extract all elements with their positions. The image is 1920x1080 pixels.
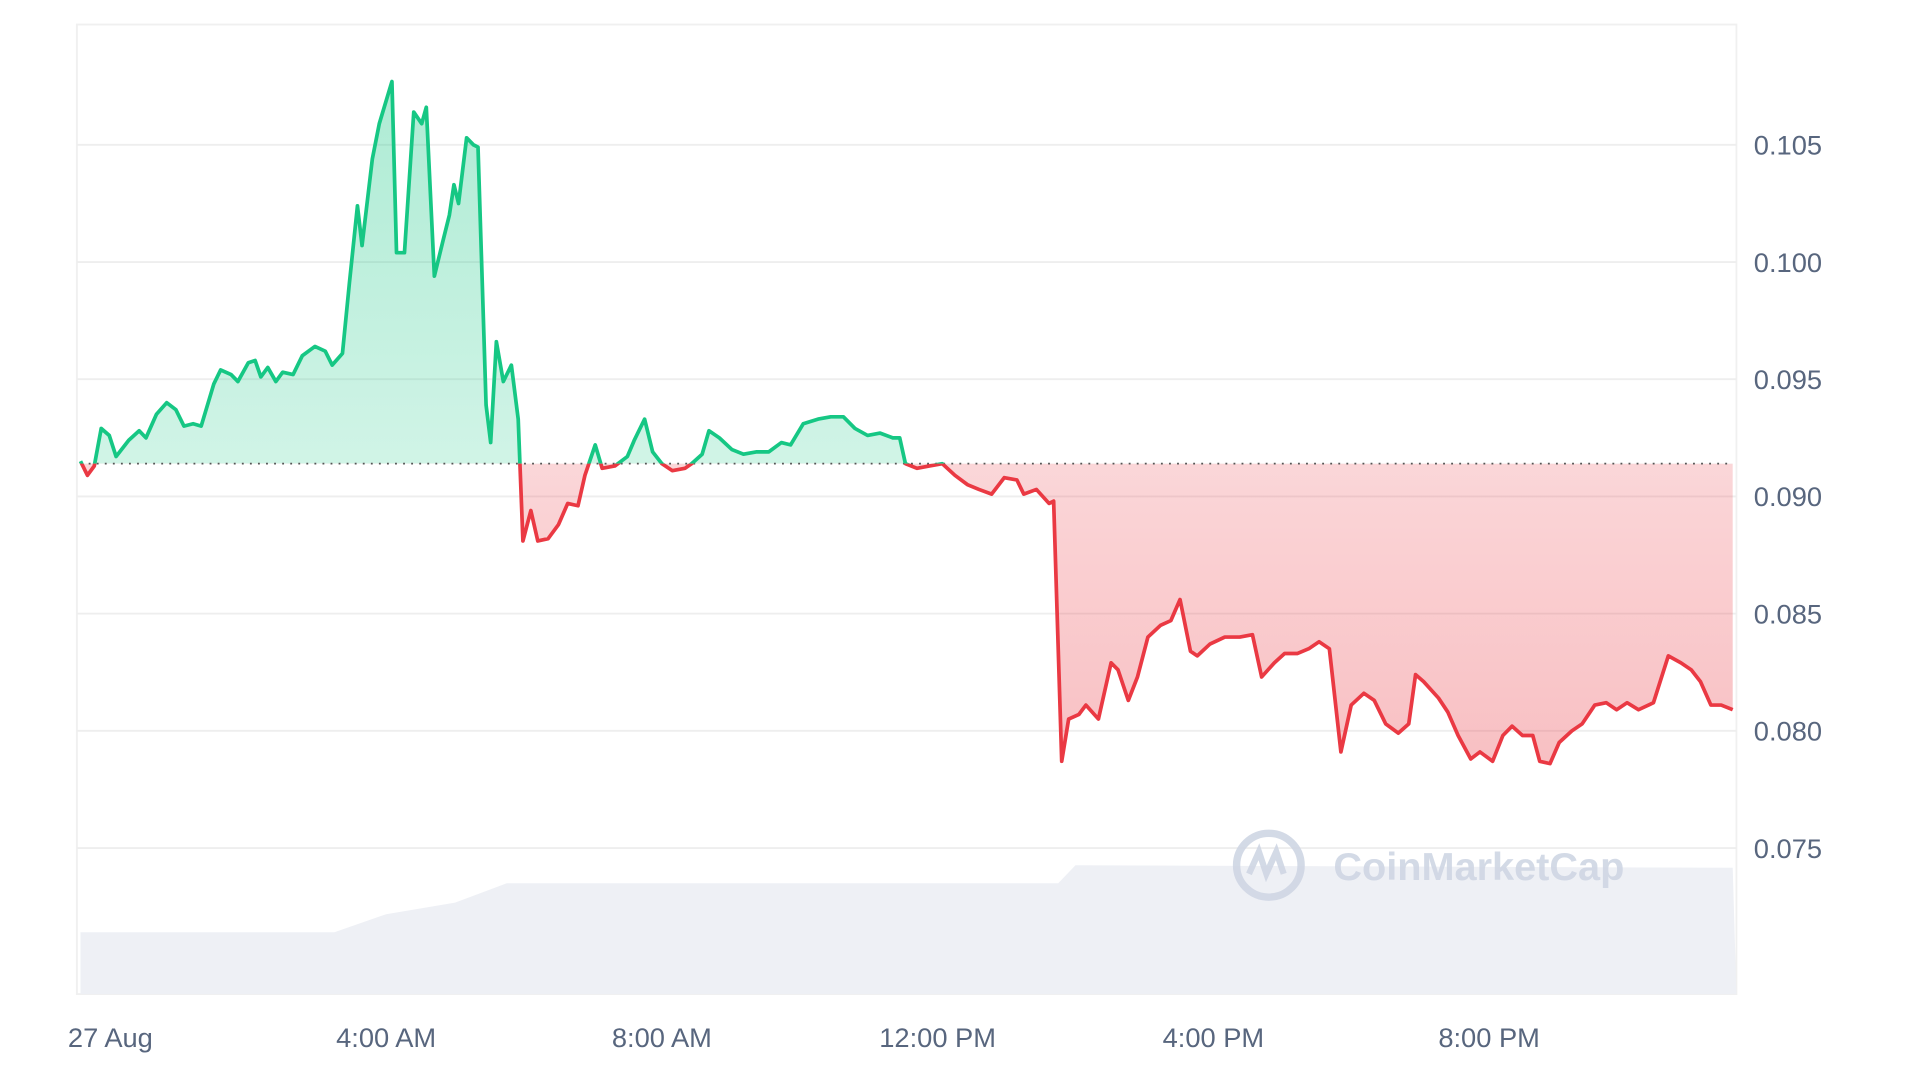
y-tick-label: 0.080 <box>1754 716 1822 747</box>
x-tick-label: 8:00 PM <box>1438 1022 1540 1053</box>
y-tick-label: 0.085 <box>1754 599 1822 630</box>
price-line-down <box>79 463 1734 766</box>
y-axis: 0.105 0.100 0.095 0.090 0.085 0.080 0.07… <box>1754 130 1822 864</box>
watermark-logo: CoinMarketCap <box>1232 829 1624 901</box>
y-tick-label: 0.075 <box>1754 833 1822 864</box>
y-tick-label: 0.105 <box>1754 130 1822 161</box>
watermark-text: CoinMarketCap <box>1333 845 1624 889</box>
x-tick-label: 4:00 AM <box>336 1022 436 1053</box>
y-tick-label: 0.090 <box>1754 481 1822 512</box>
y-tick-label: 0.100 <box>1754 247 1822 278</box>
coinmarketcap-logo-m <box>1246 843 1287 883</box>
price-area-below-reference <box>81 463 1733 764</box>
coinmarketcap-logo-icon <box>1232 829 1305 901</box>
x-tick-label: 12:00 PM <box>879 1022 996 1053</box>
x-tick-label: 4:00 PM <box>1163 1022 1265 1053</box>
price-line-up <box>78 79 945 464</box>
volume-area <box>80 865 1737 995</box>
y-tick-label: 0.095 <box>1754 364 1822 395</box>
x-axis: 27 Aug 4:00 AM 8:00 AM 12:00 PM 4:00 PM … <box>68 1022 1540 1053</box>
price-area-above-reference <box>80 81 1733 464</box>
x-tick-label: 8:00 AM <box>612 1022 712 1053</box>
x-tick-label: 27 Aug <box>68 1022 153 1053</box>
